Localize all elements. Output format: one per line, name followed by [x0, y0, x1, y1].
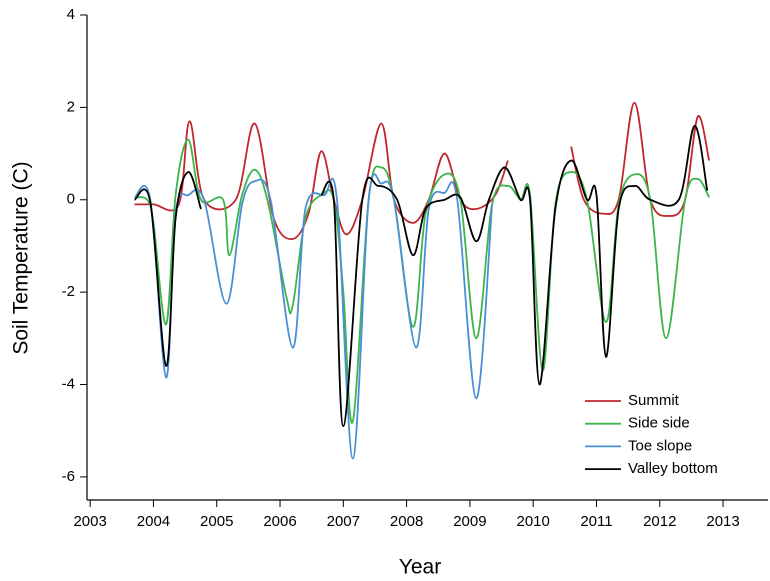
- legend-label: Summit: [628, 392, 680, 409]
- x-tick-label: 2012: [643, 513, 676, 530]
- data-line: [134, 138, 710, 424]
- x-tick-label: 2005: [200, 513, 233, 530]
- x-tick-label: 2013: [706, 513, 739, 530]
- y-tick-label: -6: [62, 468, 75, 485]
- data-line: [133, 124, 709, 427]
- x-tick-label: 2004: [137, 513, 170, 530]
- x-tick-label: 2003: [73, 513, 106, 530]
- data-line: [133, 173, 493, 460]
- legend-label: Valley bottom: [628, 460, 718, 477]
- y-tick-label: 0: [67, 191, 75, 208]
- x-axis-title: Year: [399, 556, 441, 579]
- y-tick-label: -2: [62, 283, 75, 300]
- x-tick-label: 2008: [390, 513, 423, 530]
- x-tick-label: 2010: [517, 513, 550, 530]
- legend-label: Side side: [628, 415, 690, 432]
- y-axis-title: Soil Temperature (C): [10, 161, 33, 354]
- y-tick-label: -4: [62, 375, 75, 392]
- legend-label: Toe slope: [628, 437, 692, 454]
- x-tick-label: 2009: [453, 513, 486, 530]
- y-tick-label: 2: [67, 98, 75, 115]
- x-tick-label: 2011: [580, 513, 612, 530]
- x-tick-label: 2007: [327, 513, 360, 530]
- y-tick-label: 4: [67, 6, 75, 23]
- data-line: [134, 101, 711, 241]
- x-tick-label: 2006: [263, 513, 296, 530]
